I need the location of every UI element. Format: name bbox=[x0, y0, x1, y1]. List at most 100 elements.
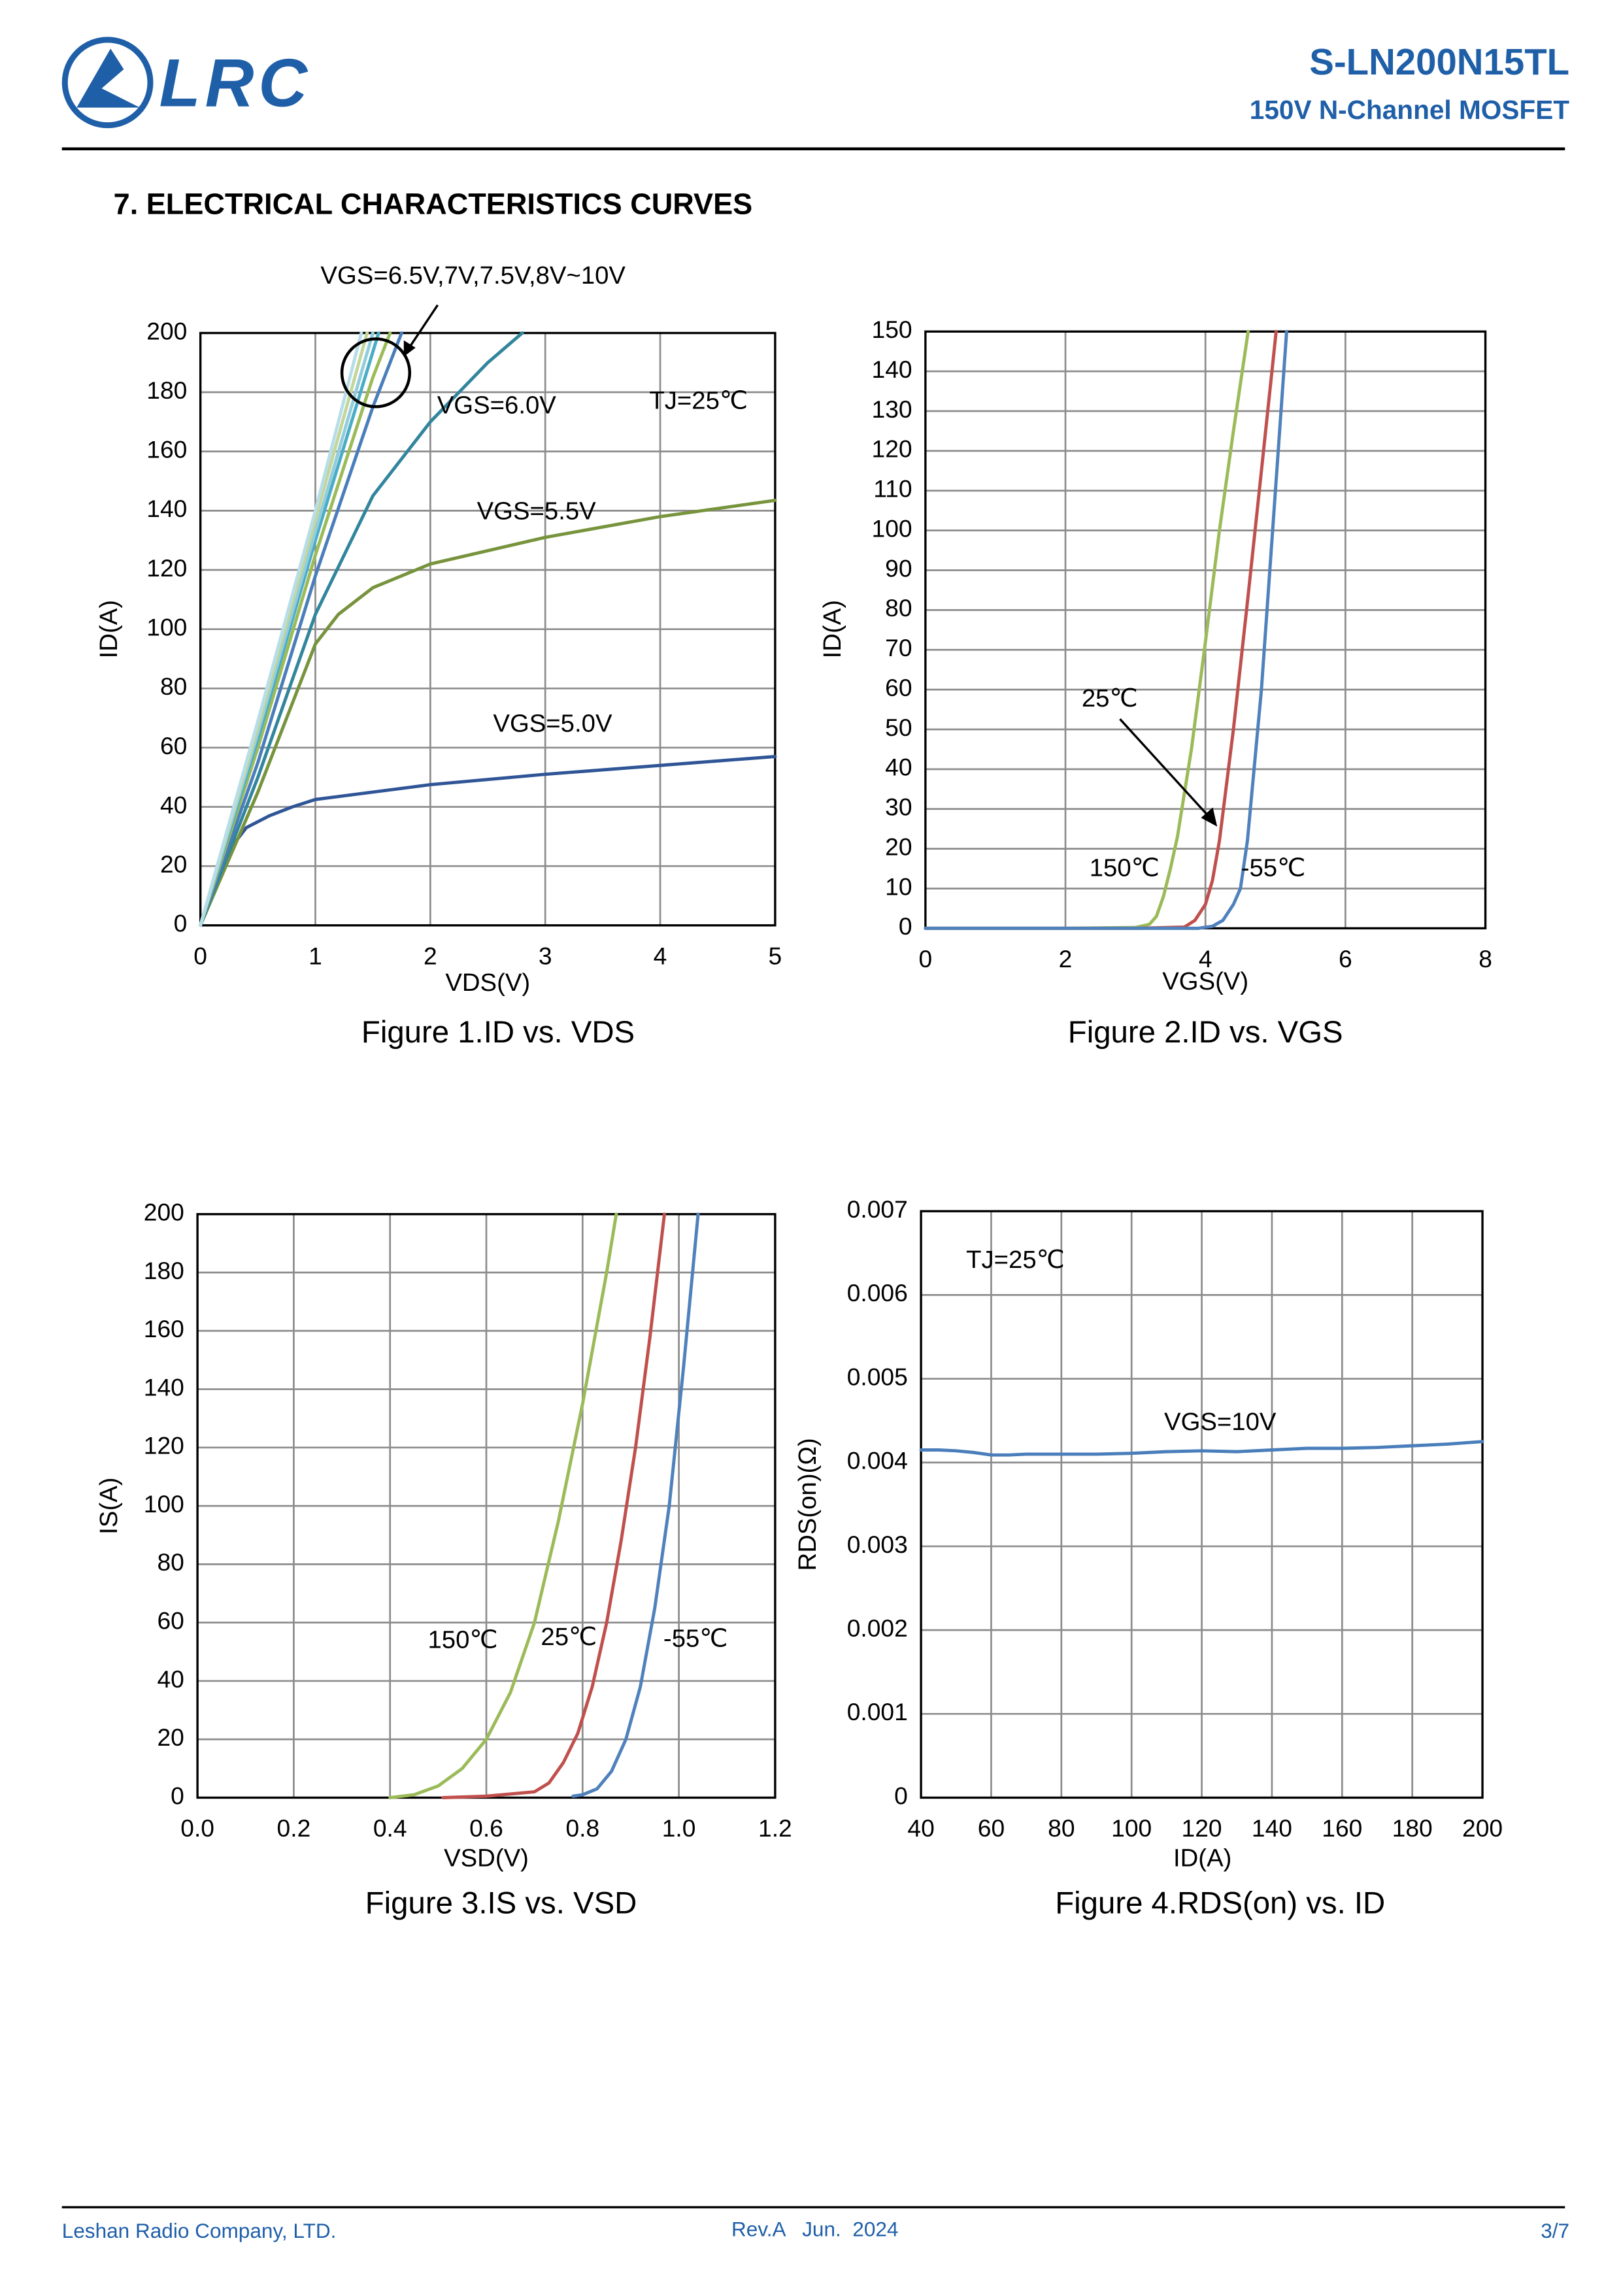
footer-page: 3/7 bbox=[1541, 2219, 1569, 2242]
series-label: VGS=6.0V bbox=[437, 391, 557, 419]
series-label: -55℃ bbox=[1241, 854, 1305, 882]
x-tick-label: 60 bbox=[978, 1814, 1005, 1842]
callout-circle bbox=[340, 337, 412, 408]
x-tick-label: 100 bbox=[1111, 1814, 1152, 1842]
y-tick-label: 80 bbox=[157, 1548, 184, 1576]
series-line bbox=[441, 1212, 666, 1799]
logo: LRC bbox=[61, 37, 312, 129]
series-label: VGS=5.5V bbox=[477, 497, 597, 525]
x-tick-label: 200 bbox=[1462, 1814, 1503, 1842]
series-line bbox=[924, 329, 1288, 930]
y-tick-label: 200 bbox=[146, 317, 187, 344]
series-line bbox=[199, 331, 403, 927]
y-tick-label: 0 bbox=[171, 1782, 184, 1809]
series-label: 150℃ bbox=[427, 1626, 497, 1654]
x-tick-label: 140 bbox=[1252, 1814, 1292, 1842]
callout-arrow bbox=[407, 304, 439, 350]
y-tick-label: 110 bbox=[873, 475, 912, 503]
y-tick-label: 150 bbox=[872, 316, 912, 343]
y-tick-label: 20 bbox=[885, 833, 912, 860]
y-tick-label: 70 bbox=[885, 634, 912, 661]
plot-frame bbox=[199, 331, 777, 927]
series-line bbox=[199, 331, 392, 927]
x-tick-label: 0.0 bbox=[180, 1814, 214, 1842]
y-tick-label: 90 bbox=[885, 554, 912, 582]
x-tick-label: 6 bbox=[1339, 945, 1352, 973]
y-tick-label: 40 bbox=[885, 754, 912, 781]
x-tick-label: 120 bbox=[1182, 1814, 1222, 1842]
footer-revision: Rev.A Jun. 2024 bbox=[731, 2218, 898, 2241]
y-tick-label: 60 bbox=[157, 1606, 184, 1634]
x-tick-label: 1 bbox=[309, 942, 322, 969]
annotation: TJ=25℃ bbox=[649, 387, 748, 415]
x-tick-label: 4 bbox=[1199, 945, 1212, 973]
x-tick-label: 80 bbox=[1048, 1814, 1075, 1842]
x-tick-label: 180 bbox=[1392, 1814, 1433, 1842]
plot-frame bbox=[920, 1210, 1484, 1799]
series-line bbox=[199, 331, 524, 927]
logo-ring bbox=[61, 37, 154, 129]
y-tick-label: 0.004 bbox=[847, 1447, 908, 1474]
y-tick-label: 0 bbox=[174, 910, 188, 937]
x-tick-label: 0 bbox=[193, 942, 207, 969]
annotation: TJ=25℃ bbox=[966, 1246, 1065, 1274]
figure-caption: Figure 2.ID vs. VGS bbox=[1068, 1015, 1343, 1050]
y-tick-label: 0.006 bbox=[847, 1279, 908, 1306]
y-tick-label: 0.007 bbox=[847, 1195, 908, 1223]
x-tick-label: 40 bbox=[907, 1814, 934, 1842]
series-label: -55℃ bbox=[663, 1624, 727, 1652]
series-label: 25℃ bbox=[541, 1623, 597, 1651]
x-tick-label: 1.0 bbox=[662, 1814, 696, 1842]
y-tick-label: 20 bbox=[157, 1723, 184, 1751]
y-tick-label: 60 bbox=[160, 732, 187, 759]
y-tick-label: 50 bbox=[885, 714, 912, 741]
x-tick-label: 1.2 bbox=[758, 1814, 792, 1842]
y-tick-label: 130 bbox=[872, 395, 912, 423]
y-tick-label: 10 bbox=[885, 873, 912, 900]
series-label: 150℃ bbox=[1090, 854, 1160, 882]
x-tick-label: 3 bbox=[539, 942, 552, 969]
y-tick-label: 120 bbox=[872, 435, 912, 463]
series-line bbox=[919, 1440, 1484, 1457]
series-line bbox=[199, 331, 363, 927]
x-tick-label: 2 bbox=[1059, 945, 1073, 973]
figure-caption: Figure 1.ID vs. VDS bbox=[361, 1015, 635, 1050]
y-tick-label: 0.002 bbox=[847, 1614, 908, 1642]
y-tick-label: 160 bbox=[146, 436, 187, 463]
y-tick-label: 0.003 bbox=[847, 1531, 908, 1558]
series-line bbox=[388, 1212, 618, 1799]
section-title: 7. ELECTRICAL CHARACTERISTICS CURVES bbox=[114, 188, 753, 221]
figure-caption: Figure 3.IS vs. VSD bbox=[365, 1886, 637, 1921]
arrow-head bbox=[1201, 807, 1218, 827]
series-label: VGS=10V bbox=[1164, 1408, 1277, 1436]
y-tick-label: 40 bbox=[157, 1665, 184, 1693]
y-tick-label: 100 bbox=[872, 514, 912, 542]
y-tick-label: 0 bbox=[899, 912, 912, 940]
y-tick-label: 80 bbox=[160, 673, 187, 700]
x-axis-label: VDS(V) bbox=[445, 969, 530, 997]
footer-company: Leshan Radio Company, LTD. bbox=[62, 2219, 337, 2242]
y-tick-label: 180 bbox=[144, 1257, 184, 1284]
logo-text: LRC bbox=[159, 45, 312, 121]
y-axis-label: RDS(on)(Ω) bbox=[794, 1438, 822, 1571]
y-tick-label: 160 bbox=[144, 1315, 184, 1342]
y-tick-label: 40 bbox=[160, 791, 187, 818]
callout-arrow bbox=[1119, 718, 1212, 820]
part-number: S-LN200N15TL bbox=[1309, 41, 1569, 82]
y-tick-label: 200 bbox=[144, 1199, 184, 1226]
x-axis-label: VGS(V) bbox=[1162, 967, 1248, 995]
y-tick-label: 100 bbox=[146, 613, 187, 641]
y-tick-label: 140 bbox=[872, 356, 912, 383]
x-tick-label: 0.2 bbox=[277, 1814, 311, 1842]
y-tick-label: 0.005 bbox=[847, 1363, 908, 1390]
x-tick-label: 4 bbox=[654, 942, 667, 969]
x-tick-label: 0.4 bbox=[373, 1814, 407, 1842]
y-axis-label: ID(A) bbox=[818, 600, 846, 658]
part-description: 150V N-Channel MOSFET bbox=[1250, 95, 1569, 125]
x-tick-label: 0.6 bbox=[469, 1814, 503, 1842]
x-axis-label: ID(A) bbox=[1173, 1844, 1231, 1872]
y-tick-label: 140 bbox=[146, 495, 187, 522]
y-tick-label: 140 bbox=[144, 1373, 184, 1401]
logo-mark bbox=[76, 48, 141, 108]
